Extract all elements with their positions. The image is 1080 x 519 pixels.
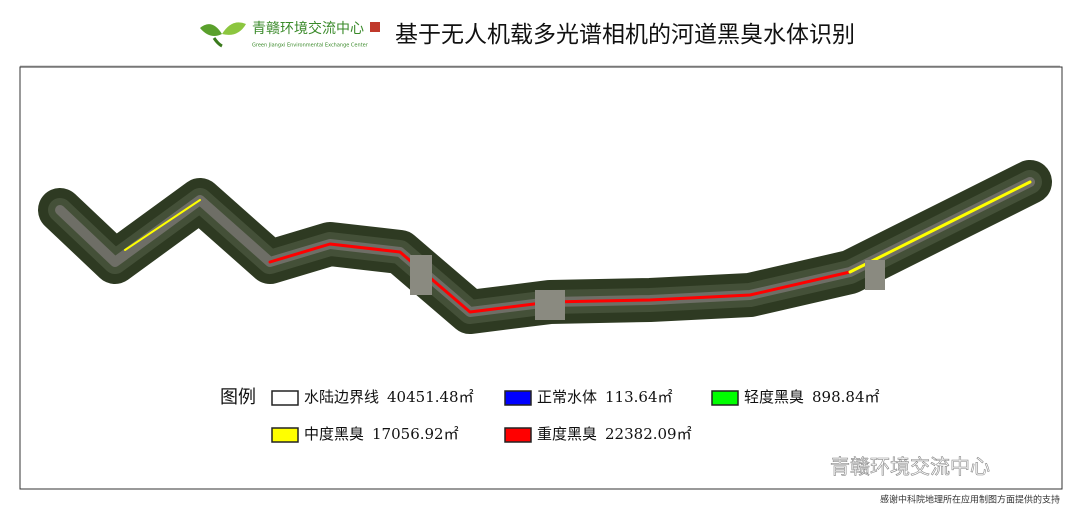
legend-label: 轻度黑臭: [744, 388, 804, 406]
legend-title: 图例: [220, 387, 256, 408]
legend-swatch: [504, 427, 532, 443]
legend-swatch: [504, 390, 532, 406]
legend-label: 中度黑臭: [304, 425, 364, 443]
watermark: 青赣环境交流中心: [830, 455, 990, 479]
legend-swatch: [271, 427, 299, 443]
legend-label: 重度黑臭: [537, 425, 597, 443]
legend: 图例 水陆边界线 40451.48㎡ 正常水体 113.64㎡ 轻度黑臭 898.84㎡中…: [220, 387, 880, 443]
legend-swatch: [711, 390, 739, 406]
legend-area: 898.84㎡: [812, 388, 880, 406]
legend-label: 正常水体: [537, 388, 597, 406]
legend-area: 17056.92㎡: [372, 425, 459, 443]
legend-area: 22382.09㎡: [605, 425, 692, 443]
legend-label: 水陆边界线: [304, 388, 379, 406]
logo-text: 青赣环境交流中心: [252, 20, 364, 37]
legend-swatch: [271, 390, 299, 406]
title: 基于无人机载多光谱相机的河道黑臭水体识别: [395, 22, 855, 48]
logo-subtext: Green Jiangxi Environmental Exchange Cen…: [252, 43, 369, 49]
logo: 青赣环境交流中心 Green Jiangxi Environmental Exc…: [200, 20, 380, 49]
legend-area: 40451.48㎡: [387, 388, 474, 406]
map-frame: [19, 66, 1063, 490]
river-map: [38, 160, 1052, 334]
legend-area: 113.64㎡: [605, 388, 673, 406]
footnote: 感谢中科院地理所在应用制图方面提供的支持: [880, 494, 1060, 506]
